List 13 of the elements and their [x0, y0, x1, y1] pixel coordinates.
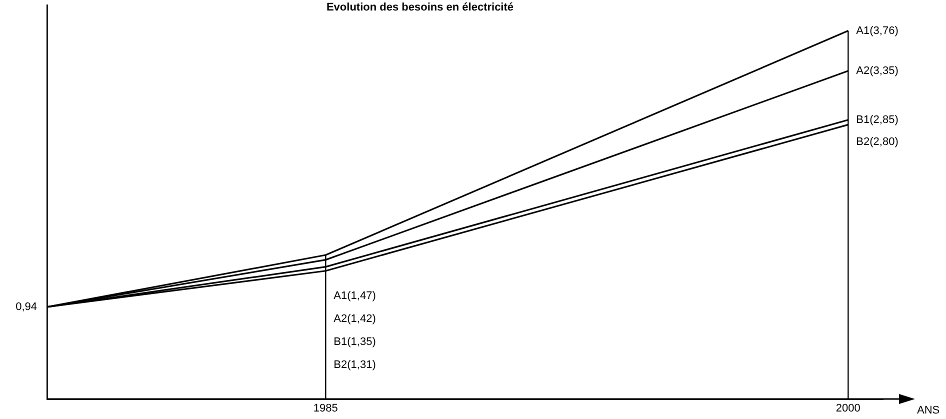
annotation: B2(1,31) — [334, 358, 376, 371]
annotation: B2(2,80) — [856, 136, 898, 148]
annotation: A2(1,42) — [334, 312, 376, 325]
annotation: B1(1,35) — [334, 336, 376, 348]
x-tick-label: 2000 — [836, 402, 860, 415]
annotation: A2(3,35) — [856, 64, 898, 77]
annotation: A1(1,47) — [334, 290, 376, 302]
annotation: 0,94 — [16, 300, 37, 313]
x-axis-title: ANS — [917, 404, 940, 417]
chart-title: Evolution des besoins en électricité — [326, 2, 514, 14]
annotation: B1(2,85) — [856, 114, 898, 126]
annotation: A1(3,76) — [856, 24, 898, 37]
x-tick-label: 1985 — [313, 402, 338, 415]
